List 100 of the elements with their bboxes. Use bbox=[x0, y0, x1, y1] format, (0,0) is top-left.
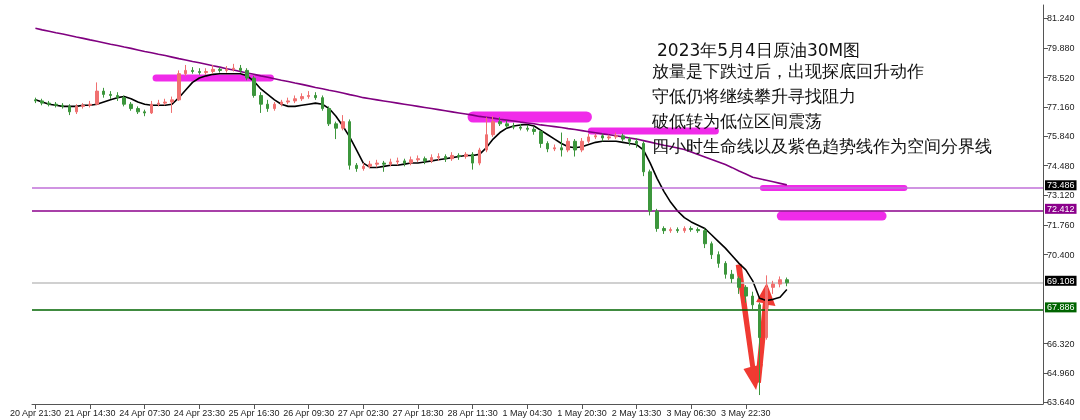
candlestick bbox=[150, 100, 153, 115]
candlestick bbox=[225, 65, 228, 74]
candlestick bbox=[88, 100, 92, 108]
candlestick bbox=[464, 151, 468, 160]
candlestick bbox=[109, 90, 112, 100]
candlestick bbox=[198, 67, 201, 76]
candlestick bbox=[280, 99, 283, 107]
candlestick bbox=[211, 64, 215, 75]
candlestick bbox=[655, 208, 659, 233]
candlestick bbox=[314, 91, 317, 101]
candlestick bbox=[758, 302, 761, 396]
candlestick bbox=[553, 144, 556, 152]
candlestick bbox=[676, 226, 679, 234]
candlestick bbox=[710, 241, 713, 260]
candlestick bbox=[498, 116, 502, 127]
candlestick bbox=[177, 69, 181, 102]
y-tick-label: 81.240 bbox=[1047, 13, 1075, 24]
candlestick bbox=[143, 109, 146, 117]
candlestick bbox=[218, 66, 222, 74]
candlestick bbox=[614, 132, 618, 140]
candlestick bbox=[47, 100, 51, 107]
x-tick-label: 24 Apr 07:30 bbox=[119, 407, 171, 418]
x-tick-label: 2 May 13:30 bbox=[611, 407, 662, 418]
text: 2023年5月4日原油30M图 bbox=[657, 39, 861, 60]
candlestick bbox=[744, 284, 748, 304]
candlestick bbox=[102, 87, 105, 99]
candlestick bbox=[703, 227, 707, 249]
y-tick-label: 75.840 bbox=[1047, 131, 1075, 142]
candlestick bbox=[505, 120, 509, 129]
candlestick bbox=[382, 160, 386, 173]
candlestick bbox=[122, 94, 126, 107]
candlestick bbox=[642, 140, 645, 177]
candlestick bbox=[696, 226, 700, 234]
candlestick bbox=[423, 156, 427, 165]
ref-line-label: 67.886 bbox=[1047, 302, 1075, 313]
candlestick bbox=[348, 118, 351, 171]
candlestick bbox=[669, 226, 672, 234]
x-tick-label: 27 Apr 02:30 bbox=[337, 407, 389, 418]
x-tick-label: 3 May 06:30 bbox=[666, 407, 716, 418]
candlestick bbox=[252, 75, 256, 99]
candlestick bbox=[245, 67, 249, 81]
y-tick-label: 79.880 bbox=[1047, 42, 1075, 53]
candlestick bbox=[444, 153, 447, 163]
x-tick-label: 26 Apr 09:30 bbox=[283, 407, 335, 418]
candlestick bbox=[293, 94, 297, 104]
candlestick bbox=[232, 63, 235, 72]
candlestick bbox=[778, 275, 782, 288]
candlestick bbox=[566, 137, 570, 153]
x-tick-label: 27 Apr 18:30 bbox=[392, 407, 444, 418]
candlestick bbox=[68, 103, 71, 116]
candlestick bbox=[54, 101, 58, 108]
candlestick bbox=[355, 162, 358, 173]
candlestick bbox=[75, 103, 78, 115]
candlestick bbox=[266, 99, 269, 113]
candlestick bbox=[389, 158, 392, 167]
y-tick-label: 70.400 bbox=[1047, 249, 1075, 260]
y-tick-label: 66.320 bbox=[1047, 338, 1075, 349]
candlestick bbox=[648, 169, 652, 216]
candlestick bbox=[621, 133, 625, 142]
candlestick bbox=[532, 126, 536, 136]
candlestick bbox=[163, 98, 167, 106]
x-tick-label: 3 May 22:30 bbox=[721, 407, 771, 418]
y-tick-label: 73.120 bbox=[1047, 190, 1075, 201]
candlestick bbox=[341, 114, 345, 131]
candlestick bbox=[471, 151, 474, 171]
candlestick bbox=[635, 137, 638, 149]
y-tick-label: 71.760 bbox=[1047, 220, 1075, 230]
candlestick bbox=[580, 137, 584, 153]
y-tick-label: 74.480 bbox=[1047, 160, 1075, 171]
candlestick bbox=[437, 152, 440, 162]
candlestick bbox=[573, 138, 577, 158]
candlestick bbox=[259, 91, 263, 114]
candlestick bbox=[327, 105, 331, 127]
candlestick bbox=[765, 274, 768, 341]
annotation: 守低仍将继续攀升寻找阻力 bbox=[652, 85, 856, 106]
candlestick bbox=[737, 275, 741, 295]
candlestick bbox=[526, 124, 529, 132]
ref-line-label: 69.108 bbox=[1047, 275, 1075, 286]
candlestick bbox=[416, 154, 420, 163]
annotation: 破低转为低位区间震荡 bbox=[651, 110, 822, 131]
candlestick bbox=[485, 116, 488, 153]
candlestick bbox=[334, 121, 338, 140]
candlestick bbox=[724, 260, 727, 280]
candlestick bbox=[689, 225, 693, 233]
candlestick bbox=[184, 64, 187, 77]
candlestick bbox=[116, 91, 119, 102]
y-tick-label: 64.960 bbox=[1047, 368, 1075, 379]
candlestick bbox=[40, 98, 44, 106]
candlestick bbox=[730, 269, 734, 284]
candlestick bbox=[491, 115, 495, 138]
candlestick bbox=[478, 147, 481, 166]
x-tick-label: 1 May 20:30 bbox=[557, 407, 607, 418]
candlestick bbox=[307, 90, 310, 100]
candlestick bbox=[286, 97, 290, 105]
candlestick bbox=[321, 94, 324, 112]
candlestick bbox=[683, 225, 686, 234]
candlestick bbox=[450, 151, 454, 162]
ref-line-label: 73.486 bbox=[1047, 180, 1075, 191]
candlestick bbox=[300, 92, 304, 102]
x-tick-label: 24 Apr 23:30 bbox=[173, 407, 225, 418]
